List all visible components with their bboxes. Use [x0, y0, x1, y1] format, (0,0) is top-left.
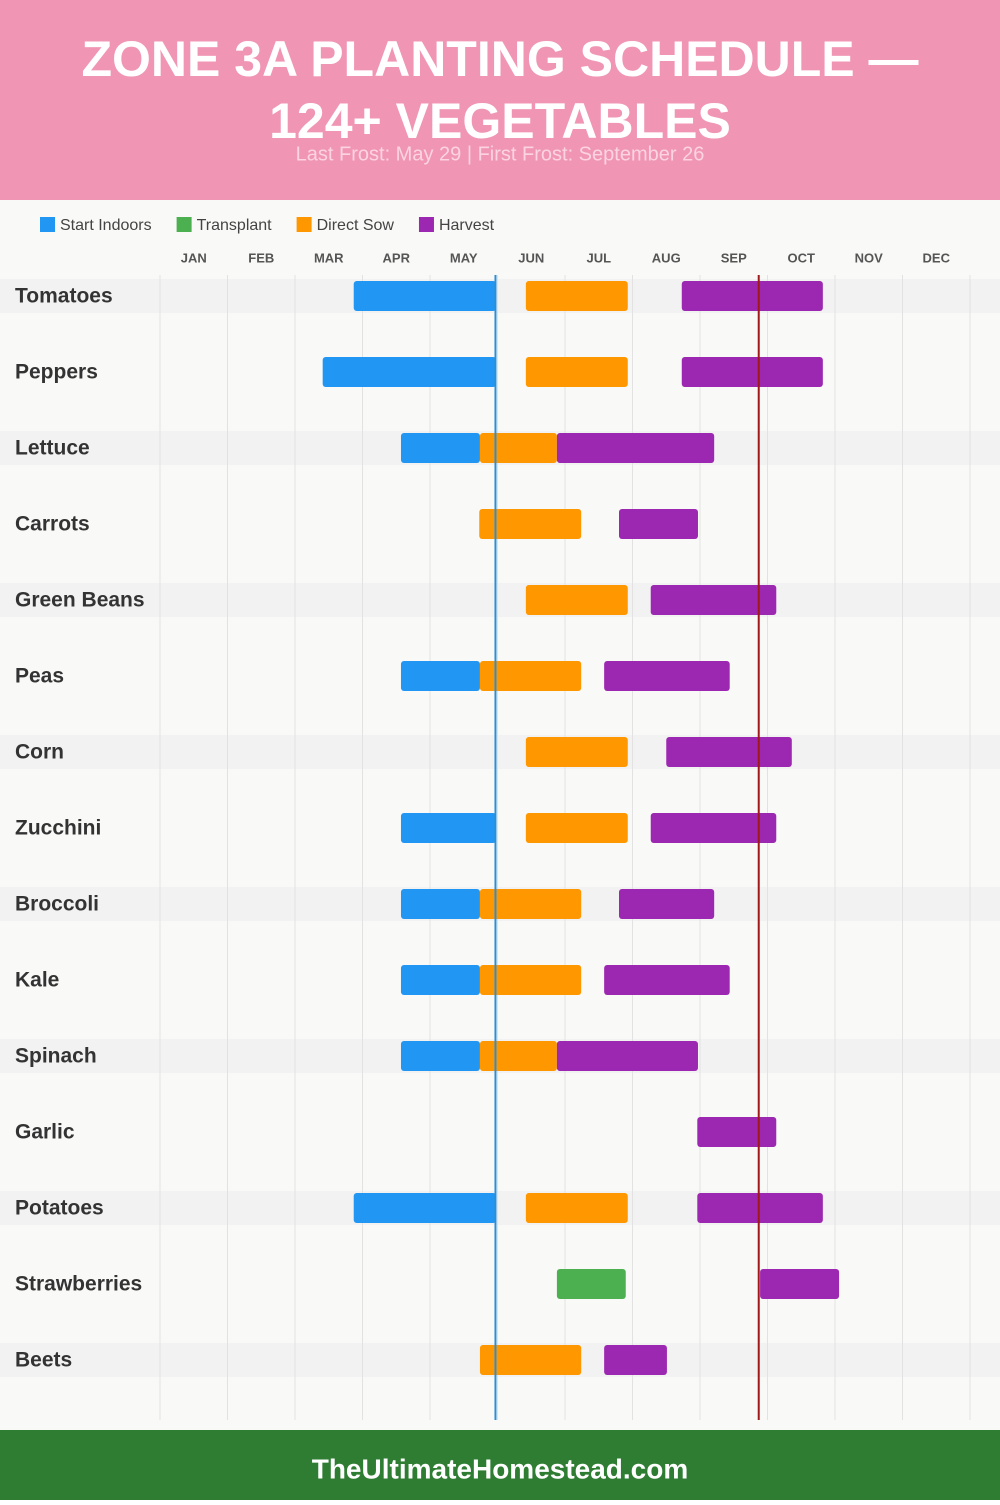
row-band	[0, 583, 1000, 617]
row-label: Kale	[15, 969, 59, 992]
x-tick-label: MAR	[314, 250, 344, 265]
legend-label: Start Indoors	[60, 217, 152, 234]
bar	[666, 737, 792, 767]
row-band	[0, 1191, 1000, 1225]
x-tick-label: NOV	[855, 250, 884, 265]
bar	[556, 1041, 698, 1071]
bar	[479, 661, 582, 691]
x-tick-label: OCT	[788, 250, 816, 265]
bar	[697, 1193, 823, 1223]
bar	[604, 661, 730, 691]
bar	[604, 1345, 667, 1375]
bar	[556, 433, 715, 463]
bar	[479, 965, 582, 995]
bar	[525, 813, 628, 843]
bar	[556, 1269, 626, 1299]
row-band	[0, 279, 1000, 313]
chart-title: 124+ VEGETABLES	[269, 93, 731, 149]
row-label: Corn	[15, 741, 64, 764]
x-tick-label: FEB	[248, 250, 274, 265]
bar	[681, 281, 823, 311]
bar	[525, 357, 628, 387]
bar	[525, 1193, 628, 1223]
legend-label: Direct Sow	[317, 217, 395, 234]
bar	[400, 1041, 480, 1071]
bar	[353, 1193, 497, 1223]
bar	[760, 1269, 840, 1299]
x-tick-label: JAN	[181, 250, 207, 265]
bar	[619, 509, 698, 539]
row-label: Beets	[15, 1349, 72, 1372]
bar	[400, 889, 480, 919]
bar	[650, 813, 777, 843]
x-tick-label: APR	[383, 250, 411, 265]
x-tick-label: MAY	[450, 250, 478, 265]
bar	[400, 813, 497, 843]
row-label: Zucchini	[15, 817, 101, 840]
bar	[697, 1117, 777, 1147]
row-label: Carrots	[15, 513, 90, 536]
row-label: Strawberries	[15, 1273, 142, 1296]
row-label: Tomatoes	[15, 285, 113, 308]
legend-swatch	[176, 217, 192, 232]
bar	[525, 281, 628, 311]
x-tick-label: SEP	[721, 250, 747, 265]
footer-text: TheUltimateHomestead.com	[312, 1453, 689, 1484]
bar	[322, 357, 497, 387]
bar	[479, 433, 557, 463]
bar	[619, 889, 715, 919]
bar	[681, 357, 823, 387]
bar	[525, 585, 628, 615]
bar	[400, 965, 480, 995]
bar	[650, 585, 777, 615]
row-label: Lettuce	[15, 437, 90, 460]
x-tick-label: JUL	[586, 250, 611, 265]
row-label: Peppers	[15, 361, 98, 384]
footer	[0, 1430, 1000, 1500]
row-label: Green Beans	[15, 589, 145, 612]
bar	[353, 281, 497, 311]
row-label: Broccoli	[15, 893, 99, 916]
bar	[479, 1041, 557, 1071]
bar	[479, 509, 582, 539]
x-tick-label: DEC	[923, 250, 951, 265]
bar	[525, 737, 628, 767]
bar	[400, 661, 480, 691]
x-tick-label: JUN	[518, 250, 544, 265]
row-label: Spinach	[15, 1045, 97, 1068]
chart-title: ZONE 3A PLANTING SCHEDULE —	[81, 31, 918, 87]
x-tick-label: AUG	[652, 250, 681, 265]
legend-swatch	[40, 217, 55, 232]
row-label: Garlic	[15, 1121, 75, 1144]
row-label: Potatoes	[15, 1197, 104, 1220]
header	[0, 0, 1000, 200]
legend-swatch	[418, 217, 434, 232]
legend-swatch	[296, 217, 312, 232]
chart-subtitle: Last Frost: May 29 | First Frost: Septem…	[296, 143, 705, 165]
legend-label: Harvest	[439, 217, 495, 234]
row-label: Peas	[15, 665, 64, 688]
bar	[400, 433, 480, 463]
row-band	[0, 735, 1000, 769]
bar	[604, 965, 730, 995]
legend-label: Transplant	[197, 217, 273, 234]
bar	[479, 1345, 582, 1375]
bar	[479, 889, 582, 919]
